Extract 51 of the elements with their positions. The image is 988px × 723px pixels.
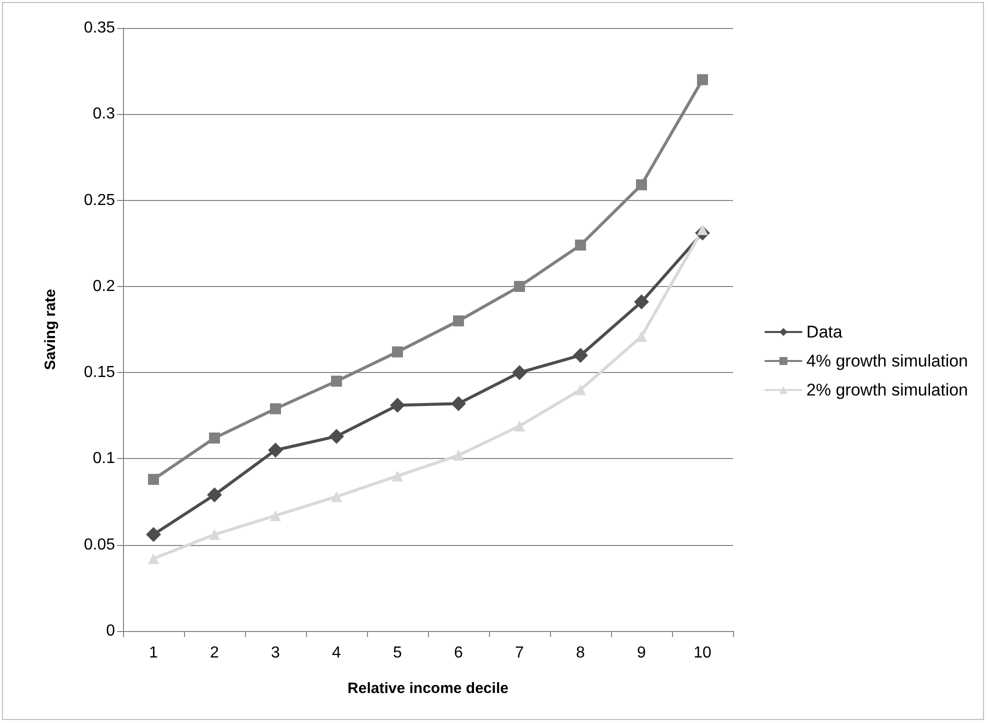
point (329, 428, 344, 444)
point (512, 365, 527, 380)
point (575, 240, 586, 251)
x-tick-label: 10 (694, 644, 712, 662)
x-tick-label: 8 (576, 644, 586, 662)
legend-label: 2% growth simulation (806, 380, 968, 400)
x-tick-label: 9 (637, 644, 646, 662)
point (209, 529, 220, 540)
point (148, 553, 159, 564)
y-tick-label: 0 (106, 622, 116, 640)
point (209, 432, 220, 444)
point (331, 491, 342, 502)
x-tick-label: 5 (393, 644, 402, 662)
point (392, 470, 403, 482)
legend-label: Data (806, 322, 843, 342)
point (148, 474, 159, 485)
y-tick-label: 0.1 (92, 450, 116, 468)
point (575, 384, 586, 396)
x-tick-label: 4 (332, 644, 342, 662)
y-axis-title: Saving rate (42, 289, 59, 370)
x-axis-title: Relative income decile (348, 680, 508, 697)
point (270, 403, 281, 414)
point (270, 510, 281, 522)
point (514, 280, 525, 292)
point (268, 442, 283, 458)
x-tick-label: 2 (210, 644, 220, 662)
point (453, 315, 464, 326)
y-tick-label: 0.35 (84, 20, 116, 36)
x-tick-label: 6 (454, 644, 464, 662)
point (146, 527, 161, 542)
point (636, 330, 647, 342)
y-tick-label: 0.3 (92, 106, 116, 123)
point (392, 346, 403, 358)
point (514, 420, 525, 432)
legend-label: 4% growth simulation (806, 352, 968, 370)
x-tick-label: 3 (271, 644, 280, 662)
point (453, 450, 464, 461)
point (207, 487, 222, 502)
y-tick-label: 0.05 (84, 536, 116, 554)
x-tick-label: 7 (515, 644, 524, 662)
point (390, 398, 405, 413)
y-tick-label: 0.25 (84, 192, 116, 209)
y-tick-label: 0.2 (92, 278, 116, 295)
y-tick-label: 0.15 (84, 364, 116, 382)
point (636, 179, 647, 190)
x-tick-label: 1 (149, 644, 158, 662)
point (451, 396, 466, 412)
point (573, 348, 588, 363)
point (634, 294, 649, 310)
point (331, 376, 342, 387)
point (697, 74, 708, 86)
